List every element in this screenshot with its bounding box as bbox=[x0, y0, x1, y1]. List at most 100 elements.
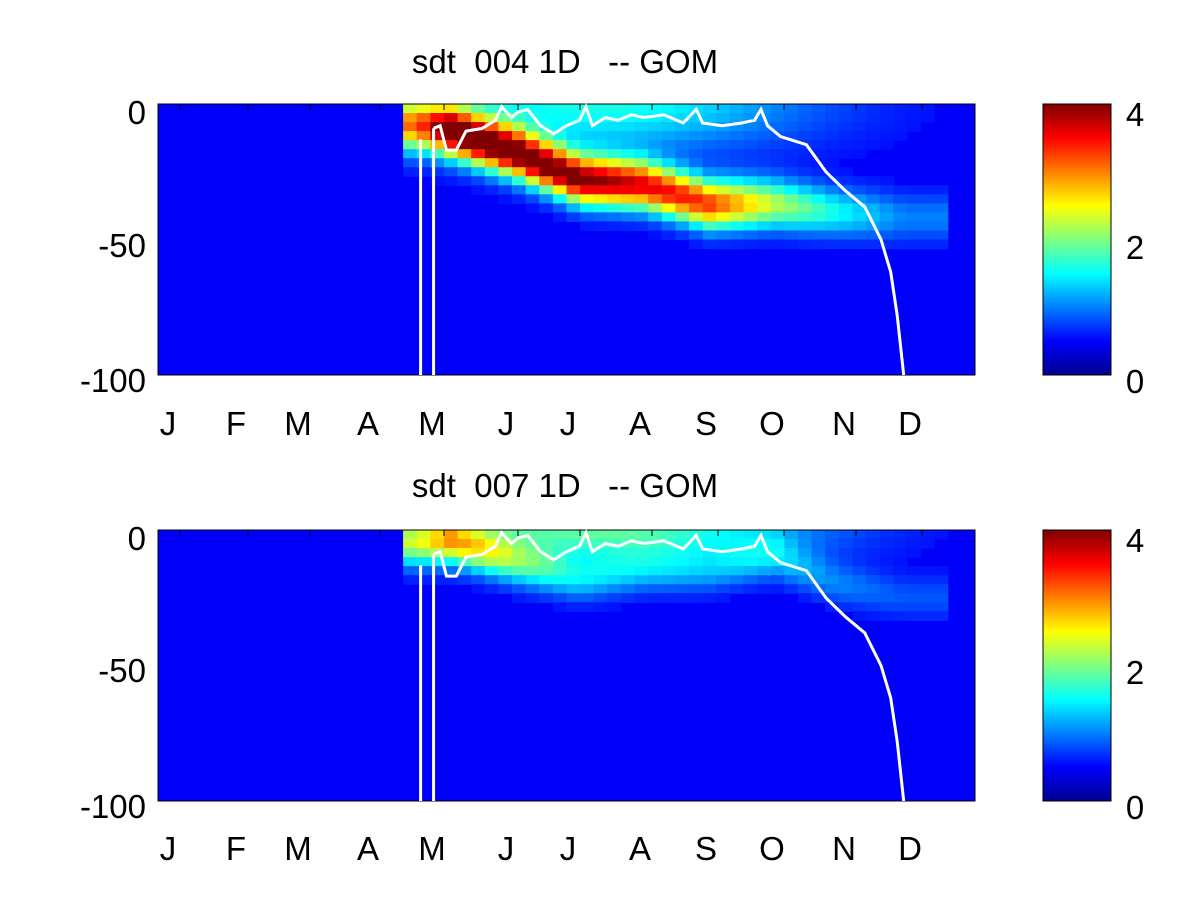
panel-1-heatmap-cell bbox=[443, 149, 459, 159]
panel-2-y-ticks: 0 -50 -100 bbox=[80, 520, 146, 825]
panel-2-heatmap-cell bbox=[743, 566, 758, 576]
panel-2-x-tick-label: O bbox=[759, 830, 785, 867]
panel-1-heatmap-cell bbox=[552, 203, 568, 213]
panel-1-ytick-label: 0 bbox=[128, 94, 146, 131]
panel-2-heatmap-cell bbox=[539, 539, 554, 549]
panel-1-heatmap-cell bbox=[716, 239, 731, 250]
panel-2-heatmap-cell bbox=[852, 548, 867, 558]
panel-1-heatmap-cell bbox=[797, 221, 813, 232]
panel-2-heatmap-cell bbox=[825, 575, 840, 585]
panel-1-heatmap-cell bbox=[443, 158, 459, 168]
panel-1-heatmap-cell bbox=[648, 167, 663, 177]
panel-2-heatmap-cell bbox=[838, 548, 854, 558]
panel-2-heatmap-cell bbox=[838, 575, 854, 585]
panel-1-heatmap-cell bbox=[716, 221, 731, 232]
panel-1-heatmap-cell bbox=[879, 113, 894, 123]
panel-1-heatmap-cell bbox=[471, 149, 486, 159]
panel-2-heatmap-cell bbox=[539, 593, 554, 603]
panel-2-heatmap-cell bbox=[620, 575, 636, 585]
panel-2-heatmap-cell bbox=[879, 557, 894, 567]
panel-1-heatmap-cell bbox=[471, 131, 486, 141]
panel-2-heatmap-cell bbox=[770, 539, 785, 549]
panel-1-heatmap-cell bbox=[893, 122, 908, 132]
panel-1-heatmap-cell bbox=[838, 194, 854, 204]
panel-1-heatmap-cell bbox=[620, 185, 636, 195]
panel-1-heatmap-cell bbox=[593, 113, 608, 123]
panel-1-heatmap-cell bbox=[934, 203, 949, 213]
panel-1-heatmap-cell bbox=[689, 158, 704, 168]
panel-1-heatmap-cell bbox=[648, 122, 663, 132]
panel-2-heatmap-cell bbox=[920, 566, 935, 576]
panel-2-heatmap-cell bbox=[539, 584, 554, 594]
panel-2-heatmap-cell bbox=[811, 530, 826, 540]
panel-1-heatmap-cell bbox=[620, 104, 636, 114]
panel-1-heatmap-cell bbox=[648, 104, 663, 114]
panel-1-heatmap-cell bbox=[689, 140, 704, 150]
panel-2-heatmap-cell bbox=[457, 530, 472, 540]
panel-2-heatmap-cell bbox=[920, 602, 935, 612]
panel-1-x-tick-label: J bbox=[498, 405, 515, 442]
panel-1-colorbar: 4 2 0 bbox=[1042, 96, 1144, 400]
panel-1-heatmap-cell bbox=[797, 104, 813, 114]
panel-2-ytick-label: -100 bbox=[80, 788, 146, 825]
panel-2-x-tick-label: N bbox=[832, 830, 856, 867]
panel-1-heatmap-cell bbox=[539, 113, 554, 123]
panel-1-heatmap-cell bbox=[484, 158, 500, 168]
panel-2-heatmap-cell bbox=[797, 575, 813, 585]
panel-2-heatmap-cell bbox=[906, 584, 922, 594]
panel-1-heatmap-cell bbox=[879, 104, 894, 114]
panel-2-heatmap-cell bbox=[893, 611, 908, 621]
panel-2-heatmap-cell bbox=[498, 548, 513, 558]
panel-1-heatmap-cell bbox=[552, 185, 568, 195]
panel-2-heatmap-cell bbox=[879, 584, 894, 594]
panel-1-heatmap-cell bbox=[525, 167, 540, 177]
panel-1-heatmap-cell bbox=[825, 185, 840, 195]
panel-1-heatmap-cell bbox=[934, 230, 949, 241]
panel-1-heatmap-cell bbox=[729, 113, 745, 123]
panel-1-heatmap-cell bbox=[689, 149, 704, 159]
panel-1-heatmap-cell bbox=[416, 113, 431, 123]
panel-1-heatmap-cell bbox=[770, 167, 785, 177]
panel-1-heatmap-cell bbox=[552, 140, 568, 150]
panel-1-heatmap-cell bbox=[566, 167, 581, 177]
panel-2-heatmap-cell bbox=[416, 548, 431, 558]
panel-2-heatmap-cell bbox=[620, 584, 636, 594]
panel-2-heatmap-cell bbox=[729, 548, 745, 558]
panel-2-heatmap-cell bbox=[743, 539, 758, 549]
panel-1-heatmap-cell bbox=[539, 167, 554, 177]
panel-1-heatmap-cell bbox=[580, 122, 595, 132]
panel-1-heatmap-cell bbox=[784, 167, 799, 177]
panel-1-heatmap-cell bbox=[797, 113, 813, 123]
panel-1-heatmap-cell bbox=[743, 158, 758, 168]
panel-1-heatmap-cell bbox=[648, 221, 663, 232]
panel-2-heatmap-cell bbox=[852, 575, 867, 585]
panel-1-heatmap-cell bbox=[634, 158, 649, 168]
panel-2-heatmap-cell bbox=[893, 548, 908, 558]
panel-2-heatmap-cell bbox=[811, 539, 826, 549]
panel-1-heatmap-cell bbox=[512, 167, 527, 177]
panel-1-heatmap-cell bbox=[648, 203, 663, 213]
panel-1-heatmap-cell bbox=[920, 185, 935, 195]
panel-1-heatmap-cell bbox=[866, 239, 881, 250]
panel-2-x-tick-label: J bbox=[160, 830, 177, 867]
panel-1-heatmap bbox=[158, 104, 975, 375]
panel-2-heatmap-cell bbox=[525, 530, 540, 540]
panel-1-heatmap-cell bbox=[797, 194, 813, 204]
panel-2-heatmap-cell bbox=[879, 593, 894, 603]
panel-1-heatmap-cell bbox=[811, 131, 826, 141]
panel-2-heatmap-cell bbox=[757, 584, 772, 594]
panel-1-heatmap-cell bbox=[838, 140, 854, 150]
panel-1-heatmap-cell bbox=[512, 122, 527, 132]
panel-2-heatmap-cell bbox=[566, 566, 581, 576]
panel-1-heatmap-cell bbox=[689, 221, 704, 232]
panel-1-heatmap-cell bbox=[457, 140, 472, 150]
panel-2-overlay-line bbox=[433, 528, 906, 802]
panel-1-heatmap-cell bbox=[675, 176, 690, 186]
panel-1-heatmap-cell bbox=[661, 176, 677, 186]
panel-1-heatmap-cell bbox=[648, 185, 663, 195]
panel-1-heatmap-cell bbox=[838, 212, 854, 223]
panel-1: sdt 004 1D -- GOM 0 -50 -100 J F M A M J J A S O N… bbox=[80, 43, 1144, 442]
panel-1-heatmap-cell bbox=[552, 194, 568, 204]
panel-2-heatmap-cell bbox=[797, 593, 813, 603]
panel-2-heatmap-cell bbox=[634, 548, 649, 558]
